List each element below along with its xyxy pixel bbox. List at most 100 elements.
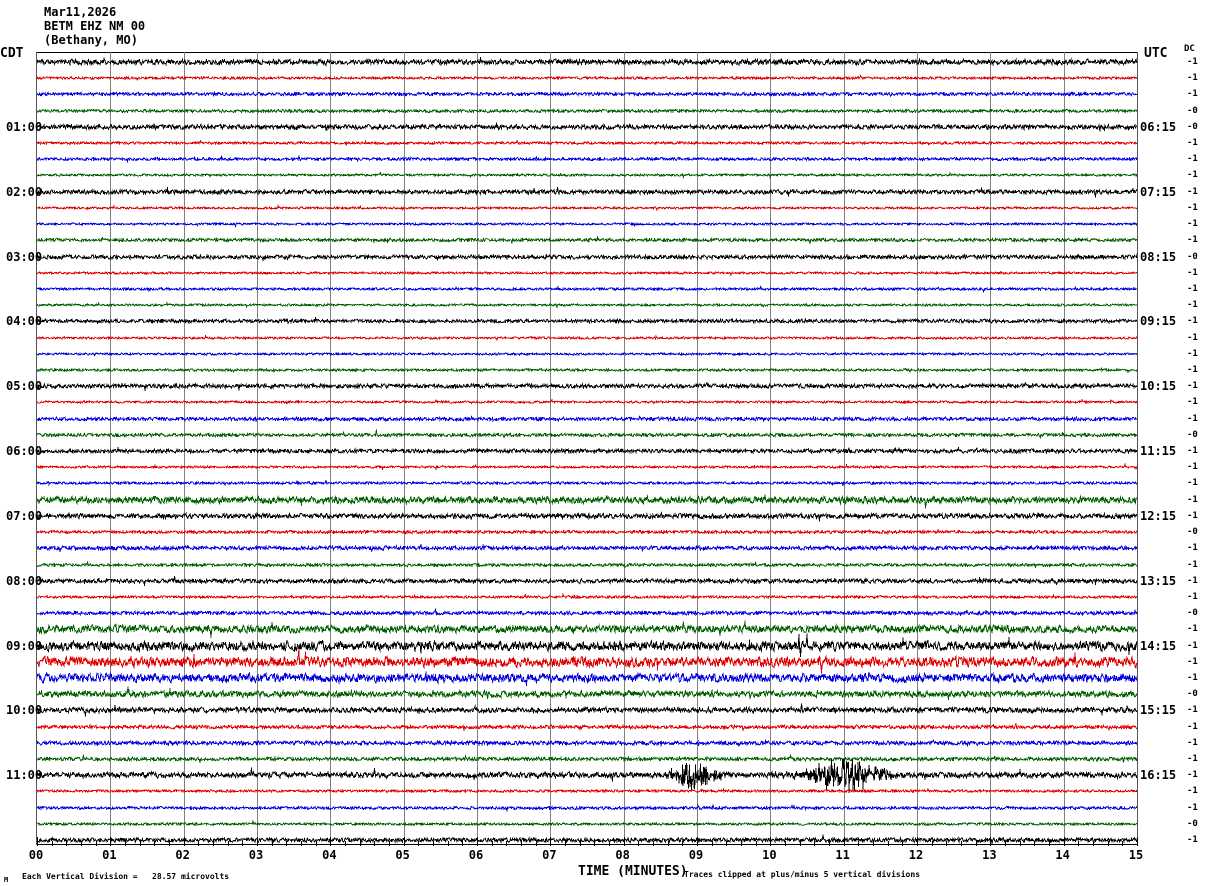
- trace-row: [37, 123, 1137, 163]
- gridline-minute-05: [403, 52, 405, 845]
- dc-value: -1: [1187, 316, 1198, 327]
- x-tick-minor: [1093, 841, 1094, 846]
- utc-hour-label-1615: 16:15: [1140, 768, 1177, 783]
- trace-row: [37, 658, 1137, 698]
- trace-row: [37, 155, 1137, 195]
- x-tick-minor: [301, 841, 302, 846]
- dc-value: -0: [1187, 121, 1198, 132]
- dc-value: -0: [1187, 105, 1198, 116]
- gridline-minute-13: [990, 52, 992, 845]
- right-axis-label: UTC: [1144, 46, 1168, 61]
- seismogram-plot-area: [36, 52, 1138, 846]
- trace-row: [37, 577, 1137, 617]
- dc-value: -0: [1187, 527, 1198, 538]
- dc-value: -1: [1187, 154, 1198, 165]
- dc-value: -0: [1187, 251, 1198, 262]
- gridline-minute-08: [623, 52, 625, 845]
- x-tick-minor: [198, 841, 200, 846]
- x-tick-minor: [961, 841, 962, 846]
- trace-row: [37, 609, 1137, 649]
- gridline-minute-02: [183, 52, 185, 845]
- utc-hour-label-1115: 11:15: [1140, 444, 1177, 459]
- trace-row: [37, 399, 1137, 439]
- trace-row: [37, 447, 1137, 487]
- cdt-hour-label-0900: 09:00: [6, 638, 43, 653]
- x-tick-minor: [609, 841, 610, 846]
- trace-row: [37, 253, 1137, 293]
- x-tick-label-10: 10: [762, 848, 777, 862]
- x-tick-minor: [711, 841, 713, 846]
- trace-row: [37, 188, 1137, 228]
- x-tick-minor: [1049, 841, 1050, 846]
- dc-value: -1: [1187, 624, 1198, 635]
- cdt-hour-label-1000: 10:00: [6, 703, 43, 718]
- utc-hour-label-0915: 09:15: [1140, 314, 1177, 329]
- x-tick-minor: [154, 841, 156, 846]
- x-tick-minor: [682, 841, 684, 846]
- x-tick-label-12: 12: [908, 848, 924, 862]
- x-tick-major: [843, 837, 845, 846]
- dc-value: -1: [1187, 186, 1198, 197]
- header-date: Mar11,2026: [44, 5, 117, 19]
- dc-value: -1: [1187, 364, 1198, 375]
- x-tick-minor: [271, 841, 273, 846]
- utc-hour-label-1515: 15:15: [1140, 703, 1177, 718]
- dc-value: -1: [1187, 332, 1198, 343]
- trace-row: [37, 42, 1137, 82]
- x-tick-minor: [741, 841, 742, 846]
- dc-value: -0: [1187, 429, 1198, 440]
- dc-value: -1: [1187, 494, 1198, 505]
- trace-row: [37, 382, 1137, 422]
- trace-row: [37, 674, 1137, 714]
- trace-row: [37, 512, 1137, 552]
- x-tick-minor: [535, 841, 537, 846]
- trace-row: [37, 334, 1137, 374]
- x-tick-minor: [594, 841, 596, 846]
- dc-value: -1: [1187, 543, 1198, 554]
- trace-row: [37, 91, 1137, 131]
- dc-value: -1: [1187, 591, 1198, 602]
- utc-hour-label-1015: 10:15: [1140, 379, 1177, 394]
- dc-value: -1: [1187, 170, 1198, 181]
- gridline-minute-06: [477, 52, 478, 845]
- left-axis-label: CDT: [0, 46, 24, 61]
- dc-value: -1: [1187, 235, 1198, 246]
- cdt-hour-label-0200: 02:00: [6, 184, 43, 199]
- x-tick-label-08: 08: [615, 848, 630, 862]
- dc-value: -1: [1187, 397, 1198, 408]
- x-tick-minor: [389, 841, 390, 846]
- x-tick-minor: [565, 841, 566, 846]
- x-tick-minor: [433, 841, 434, 846]
- x-tick-minor: [858, 841, 860, 846]
- dc-value: -1: [1187, 478, 1198, 489]
- plot-bottom-border: [37, 844, 1137, 845]
- trace-row: [37, 220, 1137, 260]
- x-tick-minor: [139, 841, 141, 846]
- x-tick-minor: [286, 841, 288, 846]
- x-tick-label-15: 15: [1128, 848, 1144, 862]
- x-tick-minor: [1107, 841, 1109, 846]
- cdt-hour-label-0400: 04:00: [6, 314, 43, 329]
- trace-row: [37, 415, 1137, 455]
- x-tick-minor: [315, 841, 317, 846]
- plot-top-border: [37, 52, 1137, 53]
- trace-row: [37, 804, 1137, 844]
- dc-value: -1: [1187, 283, 1198, 294]
- trace-row: [37, 318, 1137, 358]
- x-tick-major: [770, 837, 772, 846]
- dc-value: -0: [1187, 818, 1198, 829]
- cdt-hour-label-1100: 11:00: [6, 768, 43, 783]
- dc-value: -1: [1187, 348, 1198, 359]
- x-tick-minor: [829, 841, 830, 846]
- x-tick-minor: [447, 841, 449, 846]
- trace-row: [37, 172, 1137, 212]
- dc-value: -1: [1187, 381, 1198, 392]
- dc-value: -1: [1187, 770, 1198, 781]
- trace-row: [37, 480, 1137, 520]
- dc-value: -1: [1187, 462, 1198, 473]
- x-tick-major: [550, 837, 552, 846]
- x-tick-label-05: 05: [395, 848, 410, 862]
- micro-symbol: M: [4, 876, 9, 884]
- cdt-hour-label-0500: 05:00: [6, 379, 43, 394]
